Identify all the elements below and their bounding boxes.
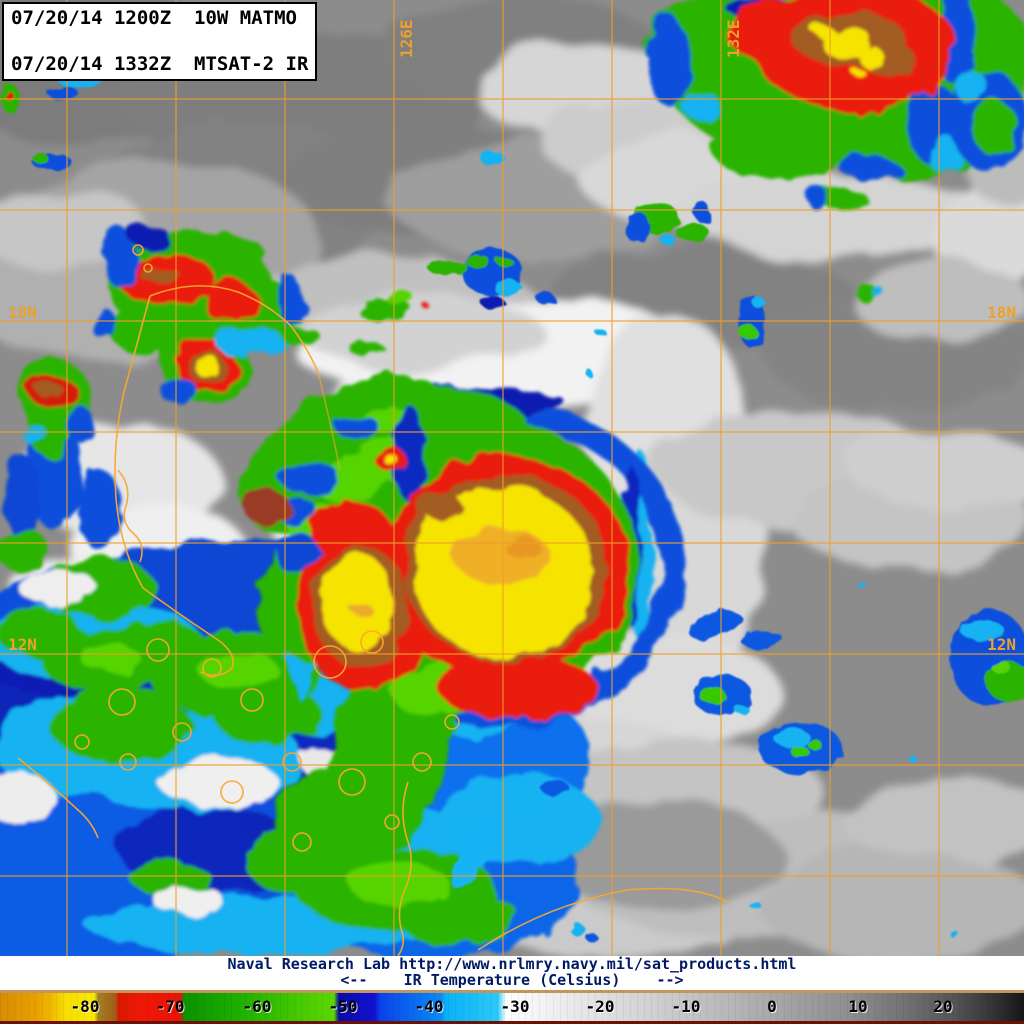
colorbar-steps	[0, 993, 1024, 1021]
scale-caption: <-- IR Temperature (Celsius) -->	[340, 971, 684, 989]
colorbar-tick: 0	[767, 997, 777, 1016]
colorbar-tick: -40	[414, 997, 444, 1016]
colorbar-gradient	[0, 993, 1024, 1021]
image-info-box: 07/20/14 1200Z 10W MATMO 07/20/14 1332Z …	[2, 2, 318, 81]
colorbar-tick: 10	[848, 997, 868, 1016]
lat-label-18n-right: 18N	[987, 303, 1016, 322]
colorbar-tick: -50	[328, 997, 358, 1016]
satellite-image: 18N 18N 12N 12N 126E 132E	[0, 0, 1024, 958]
footer-band: Naval Research Lab http://www.nrlmry.nav…	[0, 956, 1024, 990]
colorbar-tick: 20	[933, 997, 953, 1016]
northeast-storm	[645, 0, 1024, 300]
colorbar-bottom-border	[0, 1021, 1024, 1024]
credit-text: Naval Research Lab http://www.nrlmry.nav…	[227, 955, 797, 973]
lat-label-12n-left: 12N	[8, 635, 37, 654]
lat-label-18n-left: 18N	[8, 303, 37, 322]
colorbar-tick: -20	[585, 997, 615, 1016]
info-line-analysis: 07/20/14 1200Z 10W MATMO	[11, 7, 297, 29]
northwest-cells	[21, 226, 431, 445]
colorbar-tick: -80	[70, 997, 100, 1016]
lat-label-12n-right: 12N	[987, 635, 1016, 654]
latlon-grid	[0, 0, 1024, 958]
colorbar-tick: -60	[242, 997, 272, 1016]
colorbar-top-border	[0, 990, 1024, 993]
lon-label-126e: 126E	[397, 19, 416, 58]
typhoon-matmo	[240, 376, 685, 860]
ir-temperature-colorbar: -80 -70 -60 -50 -40 -30 -20 -10 0 10 20	[0, 990, 1024, 1024]
info-line-sensor: 07/20/14 1332Z MTSAT-2 IR	[11, 53, 309, 75]
lon-label-132e: 132E	[724, 19, 743, 58]
colorbar-tick: -70	[155, 997, 185, 1016]
coastline-overlay	[17, 244, 729, 957]
colorbar-tick: -10	[671, 997, 701, 1016]
colorbar-tick: -30	[500, 997, 530, 1016]
